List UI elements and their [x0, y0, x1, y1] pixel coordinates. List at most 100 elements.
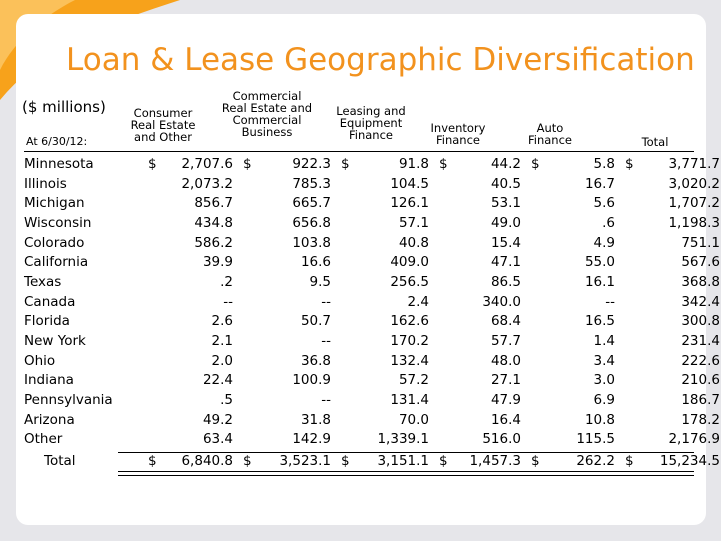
- currency-symbol: [233, 254, 243, 270]
- cell-value: 15.4: [490, 234, 521, 251]
- cell-value: 22.4: [202, 372, 233, 389]
- table-cell: $3,771.7: [615, 154, 720, 174]
- slide-card: [16, 14, 706, 525]
- row-label: Florida: [24, 313, 70, 330]
- cell-value: 132.4: [390, 352, 429, 369]
- cell-value: 103.8: [292, 234, 331, 251]
- table-cell: 10.8: [521, 410, 615, 430]
- cell-value: 2.0: [211, 352, 233, 369]
- currency-symbol: [615, 412, 625, 428]
- currency-symbol: [138, 215, 148, 231]
- cell-value: 656.8: [292, 214, 331, 231]
- currency-symbol: [331, 254, 341, 270]
- cell-value: 222.6: [681, 352, 720, 369]
- table-row: Arizona 49.2 31.8 70.0 16.4 10.8 178.2: [24, 410, 720, 430]
- currency-symbol: $: [148, 155, 157, 172]
- cell-value: 16.4: [490, 411, 521, 428]
- currency-symbol: $: [625, 155, 634, 172]
- currency-symbol: $: [625, 453, 634, 470]
- table-cell: 210.6: [615, 371, 720, 391]
- table-cell: 47.1: [429, 252, 521, 272]
- table-cell: 142.9: [233, 430, 331, 450]
- cell-value: 785.3: [292, 175, 331, 192]
- currency-symbol: [331, 176, 341, 192]
- total-row: Total $6,840.8 $3,523.1 $3,151.1 $1,457.3 $26…: [24, 449, 720, 471]
- table-cell: 39.9: [138, 252, 233, 272]
- table-cell: 231.4: [615, 331, 720, 351]
- currency-symbol: [331, 333, 341, 349]
- currency-symbol: [233, 431, 243, 447]
- table-cell: $44.2: [429, 154, 521, 174]
- cell-value: 15,234.5: [659, 453, 720, 470]
- currency-symbol: [233, 313, 243, 329]
- table-row: Wisconsin 434.8 656.8 57.1 49.0 .6 1,198.3: [24, 213, 720, 233]
- cell-value: 665.7: [292, 195, 331, 212]
- table-cell: 70.0: [331, 410, 429, 430]
- currency-symbol: [429, 333, 439, 349]
- table-row: Other 63.4 142.9 1,339.1 516.0 115.5 2,176.9: [24, 430, 720, 450]
- row-label: Minnesota: [24, 155, 94, 172]
- cell-value: --: [321, 333, 331, 350]
- cell-value: 340.0: [482, 293, 521, 310]
- table-row: Canada -- -- 2.4 340.0 -- 342.4: [24, 292, 720, 312]
- table-cell: 47.9: [429, 390, 521, 410]
- cell-value: 1,339.1: [377, 431, 429, 448]
- cell-value: 16.7: [584, 175, 615, 192]
- cell-value: 40.5: [490, 175, 521, 192]
- table-cell: 27.1: [429, 371, 521, 391]
- currency-symbol: [429, 235, 439, 251]
- cell-value: 256.5: [390, 273, 429, 290]
- table-cell: --: [138, 292, 233, 312]
- cell-value: 409.0: [390, 254, 429, 271]
- currency-symbol: [429, 254, 439, 270]
- cell-value: 2,176.9: [668, 431, 720, 448]
- total-cell: $3,151.1: [331, 449, 429, 471]
- table-cell: --: [233, 292, 331, 312]
- cell-value: 68.4: [490, 313, 521, 330]
- cell-value: --: [321, 293, 331, 310]
- row-label: Canada: [24, 293, 76, 310]
- table-cell: 170.2: [331, 331, 429, 351]
- table-row: Minnesota $2,707.6 $922.3 $91.8 $44.2 $5.8 $3,…: [24, 154, 720, 174]
- cell-value: 170.2: [390, 333, 429, 350]
- cell-value: 63.4: [202, 431, 233, 448]
- cell-value: 586.2: [194, 234, 233, 251]
- currency-symbol: [429, 353, 439, 369]
- table-cell: 186.7: [615, 390, 720, 410]
- cell-value: 6.9: [593, 392, 615, 409]
- cell-value: 1,707.2: [668, 195, 720, 212]
- cell-value: 115.5: [576, 431, 615, 448]
- currency-symbol: [521, 333, 531, 349]
- table-cell: 86.5: [429, 272, 521, 292]
- currency-symbol: $: [439, 453, 448, 470]
- cell-value: 49.0: [490, 214, 521, 231]
- cell-value: 3.0: [593, 372, 615, 389]
- slide-title: Loan & Lease Geographic Diversification: [66, 42, 695, 78]
- table-cell: 2.0: [138, 351, 233, 371]
- currency-symbol: $: [148, 453, 157, 470]
- table-cell: $922.3: [233, 154, 331, 174]
- table-cell: 49.2: [138, 410, 233, 430]
- currency-symbol: [233, 176, 243, 192]
- table-cell: 31.8: [233, 410, 331, 430]
- currency-symbol: [331, 195, 341, 211]
- row-label: New York: [24, 333, 86, 350]
- total-label: Total: [44, 453, 76, 470]
- table-cell: 3,020.2: [615, 174, 720, 194]
- currency-symbol: [615, 254, 625, 270]
- cell-value: 434.8: [194, 214, 233, 231]
- currency-symbol: [331, 372, 341, 388]
- currency-symbol: [331, 215, 341, 231]
- currency-symbol: [521, 274, 531, 290]
- total-top-rule: [118, 452, 694, 453]
- currency-symbol: [233, 294, 243, 310]
- currency-symbol: [521, 392, 531, 408]
- currency-symbol: [615, 195, 625, 211]
- table-cell: --: [233, 390, 331, 410]
- total-double-rule: [118, 471, 694, 476]
- table-cell: 300.8: [615, 312, 720, 332]
- currency-symbol: [233, 333, 243, 349]
- currency-symbol: [521, 176, 531, 192]
- as-of-date-label: At 6/30/12:: [26, 135, 88, 148]
- table-cell: 3.4: [521, 351, 615, 371]
